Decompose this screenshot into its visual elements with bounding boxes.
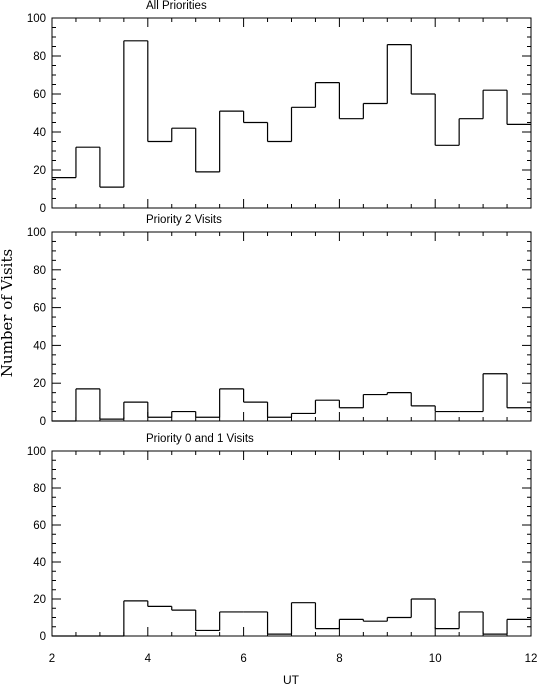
panel-3: Priority 0 and 1 Visits 0 20 40 60 80 100 2 4 6 8 1… <box>27 433 538 665</box>
y-tick-label: 60 <box>33 520 46 532</box>
x-tick-label: 6 <box>240 653 246 665</box>
x-tick-label: 2 <box>49 653 55 665</box>
panel-frame <box>51 231 532 422</box>
y-tick-label: 40 <box>33 127 46 139</box>
y-tick-label: 100 <box>27 446 46 458</box>
y-tick-label: 0 <box>40 416 46 428</box>
y-tick-label: 0 <box>40 203 46 215</box>
y-tick-label: 100 <box>27 13 46 25</box>
panel-title: Priority 0 and 1 Visits <box>146 433 254 445</box>
panel-title: Priority 2 Visits <box>146 214 222 226</box>
y-axis-label: Number of Visits <box>0 249 16 377</box>
y-tick-label: 40 <box>33 340 46 352</box>
x-tick-label: 8 <box>336 653 342 665</box>
x-tick-label: 12 <box>525 653 538 665</box>
y-tick-label: 20 <box>33 594 46 606</box>
panel-title: All Priorities <box>146 0 207 12</box>
x-axis-label: UT <box>283 673 300 687</box>
y-tick-label: 0 <box>40 631 46 643</box>
y-tick-label: 80 <box>33 483 46 495</box>
y-tick-label: 100 <box>27 227 46 239</box>
x-tick-label: 4 <box>145 653 152 665</box>
y-tick-label: 80 <box>33 265 46 277</box>
y-tick-label: 20 <box>33 378 46 390</box>
y-tick-label: 60 <box>33 303 46 315</box>
y-tick-label: 60 <box>33 89 46 101</box>
panel-1: All Priorities 0 20 40 60 80 100 <box>27 0 532 215</box>
y-tick-label: 20 <box>33 165 46 177</box>
panel-2: Priority 2 Visits 0 20 40 60 80 100 <box>27 214 532 428</box>
y-tick-label: 80 <box>33 51 46 63</box>
x-tick-label: 10 <box>429 653 442 665</box>
y-tick-label: 40 <box>33 557 46 569</box>
